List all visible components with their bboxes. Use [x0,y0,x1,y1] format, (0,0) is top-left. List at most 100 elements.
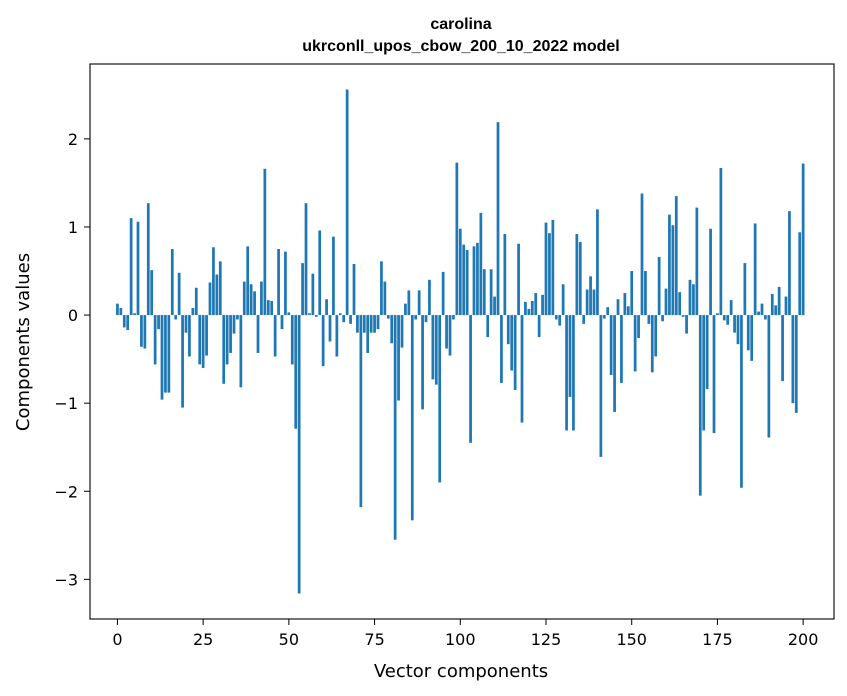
bar-80 [390,315,394,344]
bar-31 [222,315,226,384]
bar-66 [342,315,346,323]
bar-123 [537,315,541,338]
bar-90 [424,315,428,323]
bar-122 [534,293,538,316]
bar-98 [452,315,455,320]
bar-44 [266,300,270,316]
bar-168 [692,284,695,316]
x-tick-label: 75 [364,630,384,649]
bar-156 [650,315,654,373]
bar-56 [308,313,311,316]
bar-58 [314,315,318,317]
bar-65 [338,313,342,316]
bar-132 [568,315,572,397]
bar-42 [260,281,263,316]
bar-105 [476,242,479,316]
bar-25 [201,315,205,368]
bar-137 [585,289,589,316]
bar-49 [284,251,287,316]
bar-99 [455,162,459,316]
bar-141 [599,315,603,457]
bar-169 [695,207,699,316]
bar-92 [431,315,435,380]
bar-116 [513,315,517,390]
bar-4 [129,218,133,316]
bar-27 [208,282,212,316]
bar-82 [397,315,400,401]
bar-71 [359,315,363,508]
bar-194 [781,315,784,382]
bar-79 [386,315,390,319]
bar-127 [551,219,555,316]
bar-111 [496,122,500,316]
bar-41 [256,315,260,353]
bar-28 [212,247,215,316]
bar-159 [661,315,664,322]
bar-11 [153,315,157,365]
bar-146 [616,299,620,316]
bar-139 [592,289,596,316]
bar-199 [798,232,802,316]
bar-100 [458,228,462,316]
bar-193 [777,286,781,316]
x-tick-label: 100 [445,630,476,649]
bar-95 [441,271,445,316]
bar-61 [325,299,328,316]
bar-109 [489,269,493,316]
bar-126 [548,233,551,316]
bar-48 [280,315,284,330]
bar-29 [215,274,219,316]
bar-108 [486,315,490,338]
bar-59 [318,230,322,316]
bar-55 [304,203,308,316]
bar-23 [194,287,198,316]
bar-106 [479,212,483,316]
bar-15 [167,315,171,393]
bar-190 [767,315,771,438]
y-tick-label: 1 [68,218,78,237]
bar-163 [674,196,678,316]
bar-84 [404,303,407,316]
bar-13 [160,315,164,400]
bar-136 [582,315,586,324]
bar-89 [421,315,424,410]
bar-183 [743,263,747,316]
x-tick-label: 25 [193,630,213,649]
bar-81 [393,315,397,540]
bar-166 [685,315,688,334]
plot-frame [89,63,835,620]
bar-131 [565,315,568,431]
bar-107 [482,269,486,316]
bar-69 [352,263,356,316]
bar-185 [750,315,754,361]
bar-83 [400,315,404,348]
bar-175 [716,313,719,316]
bar-153 [640,193,644,316]
bar-200 [801,163,805,316]
bar-32 [225,315,229,365]
bar-138 [589,276,592,316]
bar-179 [729,300,733,316]
bar-198 [794,315,798,413]
bar-150 [630,271,634,316]
bar-170 [698,315,702,496]
bar-173 [709,228,712,316]
bar-192 [774,305,778,316]
bar-155 [647,315,651,324]
bar-51 [290,315,294,365]
bar-1 [119,308,123,316]
bar-50 [287,312,291,316]
bar-37 [242,281,246,316]
bar-60 [321,315,325,367]
bar-174 [712,315,716,434]
bar-145 [613,315,616,412]
bar-85 [407,290,411,316]
bar-73 [366,315,370,353]
bar-142 [602,315,606,319]
bar-34 [232,315,236,334]
bar-144 [609,315,613,375]
bar-30 [218,261,222,316]
bar-21 [188,315,191,357]
bar-38 [246,246,250,316]
bar-135 [578,241,582,316]
